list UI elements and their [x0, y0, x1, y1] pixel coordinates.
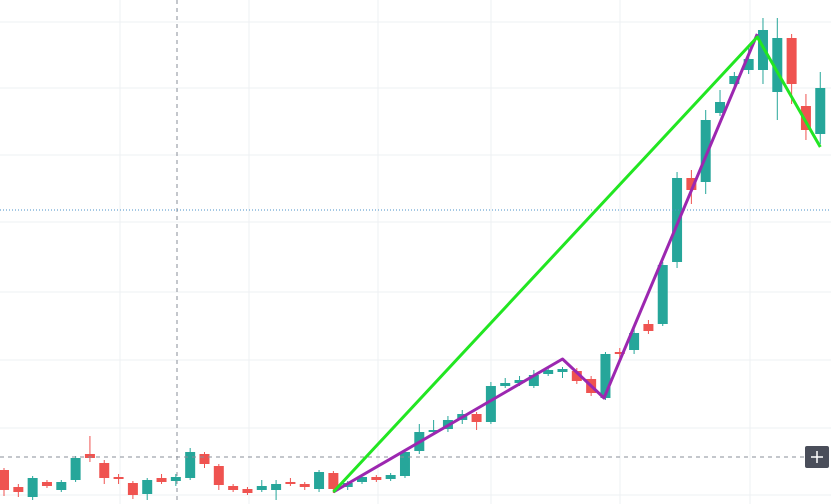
candle-body	[0, 470, 10, 490]
add-button-icon	[811, 451, 823, 463]
candle-body	[485, 386, 496, 422]
candle-body	[56, 482, 67, 490]
candle-body	[113, 477, 124, 479]
candle-body	[41, 482, 52, 486]
candle-body	[643, 324, 654, 331]
candle-body	[399, 452, 410, 476]
candle-body	[815, 88, 826, 134]
candle-body	[70, 458, 81, 480]
candle-body	[328, 473, 339, 489]
candle-body	[471, 414, 482, 422]
candle-body	[700, 120, 711, 182]
candle-body	[271, 484, 282, 490]
candle-body	[614, 352, 625, 354]
candle-body	[743, 59, 754, 70]
drawing-line	[332, 33, 759, 494]
candle-body	[757, 30, 768, 70]
candle-body	[199, 454, 210, 464]
candle-body	[629, 333, 640, 350]
candle-body	[514, 380, 525, 383]
candle-body	[715, 102, 726, 113]
candle-body	[772, 38, 783, 92]
candle-body	[672, 178, 683, 262]
candle-body	[385, 475, 396, 479]
candle-body	[228, 486, 239, 490]
marks	[0, 18, 831, 500]
add-button[interactable]	[805, 446, 829, 468]
candle-body	[142, 480, 153, 494]
candle-body	[729, 76, 740, 84]
candle-body	[686, 178, 697, 190]
candle-body	[600, 354, 611, 398]
candle-body	[428, 430, 439, 432]
candle-body	[242, 489, 253, 493]
candle-body	[543, 370, 554, 374]
candle-body	[27, 478, 38, 497]
candle-body	[571, 371, 582, 381]
candle-body	[99, 463, 110, 478]
candle-body	[84, 454, 95, 458]
drawing-line	[332, 35, 822, 494]
candle-body	[786, 38, 797, 84]
candle-body	[127, 483, 138, 495]
candle-body	[299, 484, 310, 487]
candle-body	[357, 477, 368, 482]
candle-body	[500, 383, 511, 386]
candle-body	[213, 466, 224, 485]
candle-body	[557, 369, 568, 372]
candle-body	[185, 452, 196, 478]
candle-body	[657, 265, 668, 324]
candle-body	[800, 106, 811, 130]
candle-body	[256, 486, 267, 490]
candle-body	[371, 477, 382, 480]
candle-body	[285, 482, 296, 484]
candle-body	[528, 375, 539, 386]
candle-body	[170, 477, 181, 481]
candle-body	[13, 487, 24, 492]
candle-body	[156, 478, 167, 482]
candle-body	[314, 472, 325, 489]
